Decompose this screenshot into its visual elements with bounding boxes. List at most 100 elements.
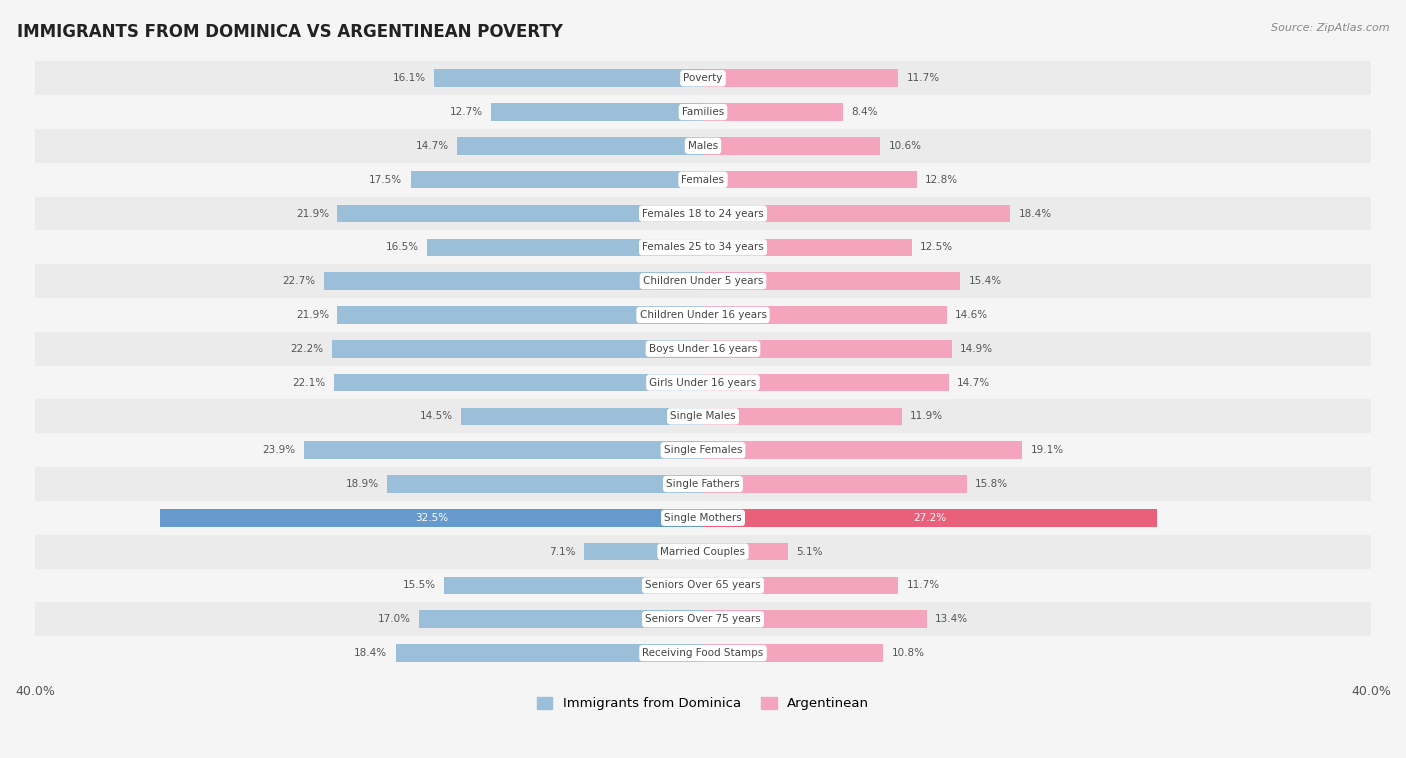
Bar	[703, 272, 960, 290]
Text: 14.6%: 14.6%	[955, 310, 988, 320]
Text: 14.5%: 14.5%	[419, 412, 453, 421]
Bar	[35, 61, 1371, 96]
Bar	[703, 239, 911, 256]
Bar	[457, 137, 703, 155]
Text: 18.4%: 18.4%	[354, 648, 387, 658]
Bar	[703, 577, 898, 594]
Text: 5.1%: 5.1%	[797, 547, 823, 556]
Legend: Immigrants from Dominica, Argentinean: Immigrants from Dominica, Argentinean	[531, 691, 875, 716]
Bar	[35, 163, 1371, 196]
Bar	[35, 568, 1371, 603]
Text: Single Males: Single Males	[671, 412, 735, 421]
Text: Girls Under 16 years: Girls Under 16 years	[650, 377, 756, 387]
Text: Poverty: Poverty	[683, 74, 723, 83]
Text: 17.5%: 17.5%	[370, 174, 402, 185]
Text: 22.2%: 22.2%	[291, 344, 323, 354]
Bar	[35, 636, 1371, 670]
Text: Females 18 to 24 years: Females 18 to 24 years	[643, 208, 763, 218]
Text: Seniors Over 75 years: Seniors Over 75 years	[645, 614, 761, 625]
Bar	[703, 475, 967, 493]
Text: 8.4%: 8.4%	[852, 107, 879, 117]
Text: Single Females: Single Females	[664, 445, 742, 456]
Text: 14.9%: 14.9%	[960, 344, 993, 354]
Text: 18.4%: 18.4%	[1019, 208, 1052, 218]
Text: 27.2%: 27.2%	[914, 513, 946, 523]
Text: 19.1%: 19.1%	[1031, 445, 1063, 456]
Text: Boys Under 16 years: Boys Under 16 years	[648, 344, 758, 354]
Text: 14.7%: 14.7%	[957, 377, 990, 387]
Bar	[337, 306, 703, 324]
Text: 18.9%: 18.9%	[346, 479, 380, 489]
Text: Source: ZipAtlas.com: Source: ZipAtlas.com	[1271, 23, 1389, 33]
Bar	[703, 610, 927, 628]
Text: 16.5%: 16.5%	[387, 243, 419, 252]
Bar	[35, 534, 1371, 568]
Bar	[703, 70, 898, 87]
Text: Children Under 5 years: Children Under 5 years	[643, 276, 763, 286]
Bar	[703, 171, 917, 189]
Text: IMMIGRANTS FROM DOMINICA VS ARGENTINEAN POVERTY: IMMIGRANTS FROM DOMINICA VS ARGENTINEAN …	[17, 23, 562, 41]
Text: Children Under 16 years: Children Under 16 years	[640, 310, 766, 320]
Bar	[35, 399, 1371, 434]
Bar	[703, 374, 949, 391]
Bar	[304, 441, 703, 459]
Bar	[703, 543, 789, 560]
Text: 22.1%: 22.1%	[292, 377, 326, 387]
Text: 15.8%: 15.8%	[976, 479, 1008, 489]
Bar	[332, 340, 703, 358]
Text: 13.4%: 13.4%	[935, 614, 969, 625]
Bar	[585, 543, 703, 560]
Text: 12.8%: 12.8%	[925, 174, 959, 185]
Bar	[703, 137, 880, 155]
Text: 7.1%: 7.1%	[550, 547, 576, 556]
Bar	[703, 340, 952, 358]
Bar	[461, 408, 703, 425]
Text: 10.6%: 10.6%	[889, 141, 921, 151]
Text: Married Couples: Married Couples	[661, 547, 745, 556]
Text: Families: Families	[682, 107, 724, 117]
Bar	[35, 265, 1371, 298]
Bar	[703, 205, 1011, 222]
Bar	[35, 501, 1371, 534]
Text: Females: Females	[682, 174, 724, 185]
Bar	[434, 70, 703, 87]
Bar	[703, 441, 1022, 459]
Bar	[395, 644, 703, 662]
Text: 23.9%: 23.9%	[263, 445, 295, 456]
Text: 11.7%: 11.7%	[907, 74, 939, 83]
Text: 21.9%: 21.9%	[295, 208, 329, 218]
Text: Males: Males	[688, 141, 718, 151]
Bar	[160, 509, 703, 527]
Bar	[703, 103, 844, 121]
Bar	[35, 332, 1371, 365]
Text: 14.7%: 14.7%	[416, 141, 449, 151]
Bar	[427, 239, 703, 256]
Bar	[323, 272, 703, 290]
Text: 15.5%: 15.5%	[402, 581, 436, 590]
Bar	[35, 298, 1371, 332]
Bar	[703, 509, 1157, 527]
Text: 11.7%: 11.7%	[907, 581, 939, 590]
Text: 12.7%: 12.7%	[450, 107, 482, 117]
Text: 32.5%: 32.5%	[415, 513, 449, 523]
Bar	[703, 306, 946, 324]
Bar	[35, 196, 1371, 230]
Bar	[703, 408, 901, 425]
Bar	[35, 129, 1371, 163]
Text: 15.4%: 15.4%	[969, 276, 1001, 286]
Bar	[387, 475, 703, 493]
Text: Receiving Food Stamps: Receiving Food Stamps	[643, 648, 763, 658]
Bar	[35, 467, 1371, 501]
Text: 22.7%: 22.7%	[283, 276, 315, 286]
Bar	[411, 171, 703, 189]
Bar	[35, 434, 1371, 467]
Bar	[444, 577, 703, 594]
Text: Single Mothers: Single Mothers	[664, 513, 742, 523]
Bar	[703, 644, 883, 662]
Text: Females 25 to 34 years: Females 25 to 34 years	[643, 243, 763, 252]
Text: 12.5%: 12.5%	[920, 243, 953, 252]
Bar	[419, 610, 703, 628]
Bar	[491, 103, 703, 121]
Text: 17.0%: 17.0%	[378, 614, 411, 625]
Bar	[337, 205, 703, 222]
